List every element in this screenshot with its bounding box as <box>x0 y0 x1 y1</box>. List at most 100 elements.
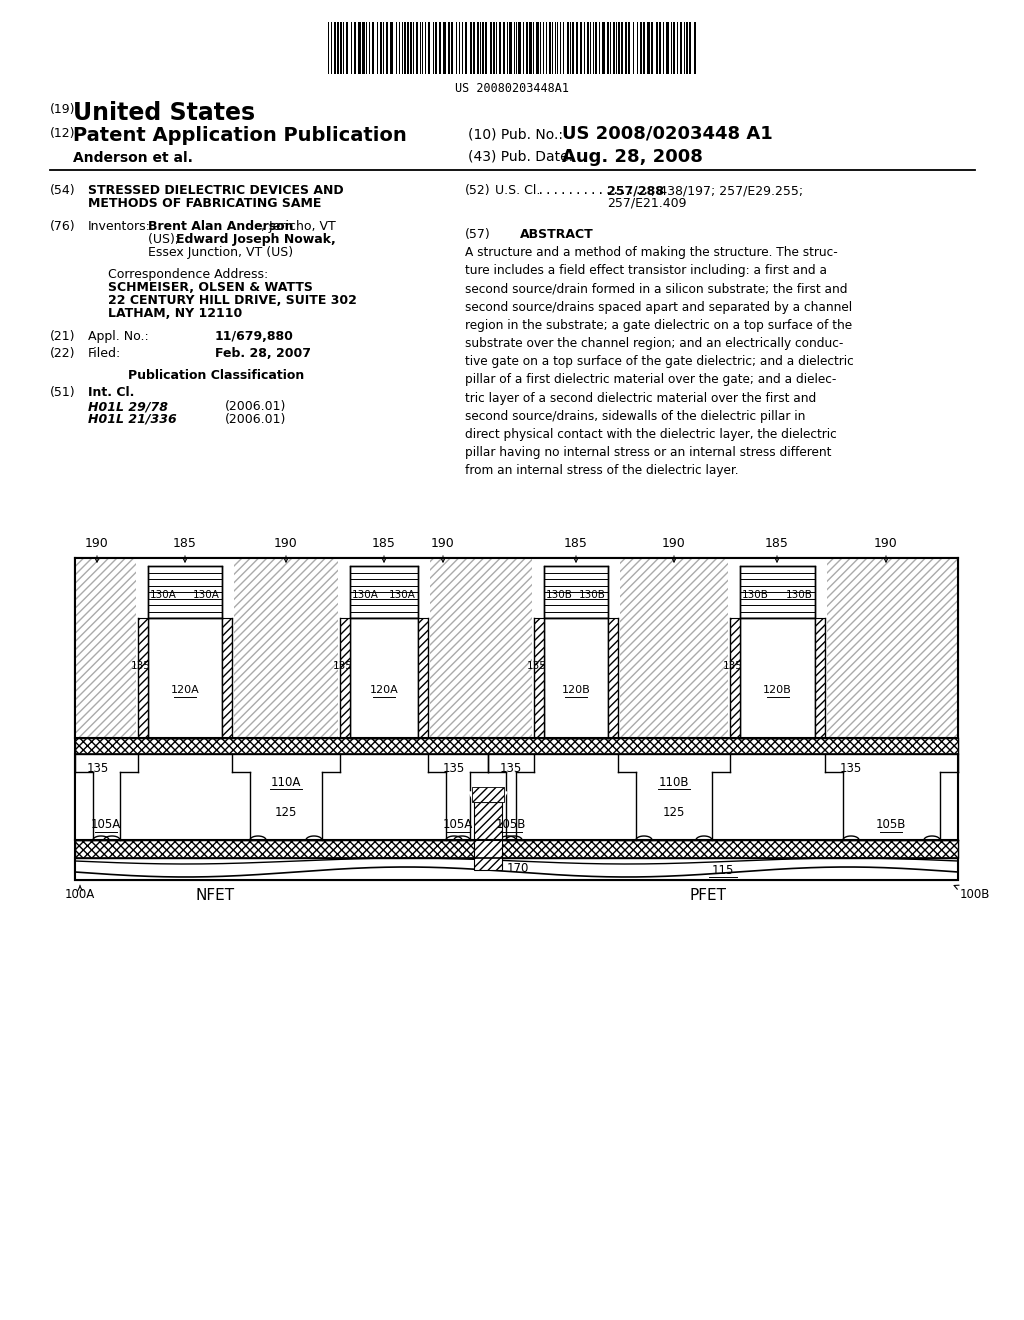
Bar <box>509 22 512 74</box>
Bar <box>671 22 672 74</box>
Bar <box>815 618 825 738</box>
Bar <box>525 22 527 74</box>
Bar <box>572 22 574 74</box>
Text: 130A: 130A <box>352 590 379 599</box>
Bar <box>331 22 333 74</box>
Bar <box>383 22 384 74</box>
Bar <box>673 22 675 74</box>
Text: ................: ................ <box>537 183 657 197</box>
Text: 120B: 120B <box>763 685 792 696</box>
Text: 185: 185 <box>173 537 197 550</box>
Bar <box>663 22 665 74</box>
Bar <box>462 22 464 74</box>
Text: ; 438/197; 257/E29.255;: ; 438/197; 257/E29.255; <box>651 183 803 197</box>
Bar <box>497 22 498 74</box>
Bar <box>335 22 336 74</box>
Bar <box>459 22 460 74</box>
Text: 105A: 105A <box>91 818 121 832</box>
Text: (43) Pub. Date:: (43) Pub. Date: <box>468 150 573 164</box>
Bar <box>516 22 517 74</box>
Text: 11/679,880: 11/679,880 <box>215 330 294 343</box>
Bar <box>633 22 634 74</box>
Bar <box>395 22 396 74</box>
Text: 170: 170 <box>507 862 529 874</box>
Text: 105A: 105A <box>442 818 473 832</box>
Text: 190: 190 <box>663 537 686 550</box>
Text: 120B: 120B <box>561 685 591 696</box>
Text: 135: 135 <box>527 661 547 671</box>
Text: 100B: 100B <box>954 886 990 902</box>
Text: H01L 21/336: H01L 21/336 <box>88 413 177 426</box>
Text: 130A: 130A <box>194 590 220 599</box>
Bar <box>689 22 691 74</box>
Bar <box>350 22 352 74</box>
Bar <box>372 22 374 74</box>
Bar <box>380 22 382 74</box>
Text: (2006.01): (2006.01) <box>225 400 287 413</box>
Text: 185: 185 <box>765 537 788 550</box>
Text: (57): (57) <box>465 228 490 242</box>
Bar <box>607 22 609 74</box>
Bar <box>389 22 392 74</box>
Text: METHODS OF FABRICATING SAME: METHODS OF FABRICATING SAME <box>88 197 322 210</box>
Bar <box>480 22 481 74</box>
Bar <box>407 22 409 74</box>
Text: (2006.01): (2006.01) <box>225 413 287 426</box>
Bar <box>740 566 815 618</box>
Bar <box>680 22 682 74</box>
Text: H01L 29/78: H01L 29/78 <box>88 400 168 413</box>
Text: U.S. Cl.: U.S. Cl. <box>495 183 541 197</box>
Bar <box>465 22 467 74</box>
Bar <box>377 22 378 74</box>
Bar <box>148 566 222 618</box>
Bar <box>608 618 618 738</box>
Text: ABSTRACT: ABSTRACT <box>520 228 594 242</box>
Bar <box>136 558 234 738</box>
Bar <box>75 840 958 858</box>
Bar <box>580 22 582 74</box>
Text: 105B: 105B <box>876 818 906 832</box>
Bar <box>529 22 532 74</box>
Text: (76): (76) <box>50 220 76 234</box>
Bar <box>618 22 620 74</box>
Bar <box>637 22 638 74</box>
Text: , Jericho, VT: , Jericho, VT <box>261 220 336 234</box>
Bar <box>75 558 958 738</box>
Bar <box>622 22 624 74</box>
Text: (51): (51) <box>50 385 76 399</box>
Text: (12): (12) <box>50 127 76 140</box>
Bar <box>557 22 558 74</box>
Text: 125: 125 <box>663 805 685 818</box>
Bar <box>628 22 630 74</box>
Bar <box>646 22 649 74</box>
Bar <box>473 22 475 74</box>
Text: Feb. 28, 2007: Feb. 28, 2007 <box>215 347 311 360</box>
Bar <box>534 618 544 738</box>
Bar <box>386 22 388 74</box>
Bar <box>730 618 740 738</box>
Text: 135: 135 <box>723 661 743 671</box>
Bar <box>507 22 508 74</box>
Bar <box>534 22 535 74</box>
Bar <box>474 803 502 870</box>
Bar <box>610 22 611 74</box>
Bar <box>500 22 501 74</box>
Bar <box>540 22 541 74</box>
Bar <box>560 22 561 74</box>
Bar <box>643 22 644 74</box>
Text: 120A: 120A <box>171 685 200 696</box>
Text: LATHAM, NY 12110: LATHAM, NY 12110 <box>108 308 243 319</box>
Text: 130B: 130B <box>786 590 813 599</box>
Bar <box>328 22 329 74</box>
Bar <box>343 22 344 74</box>
Text: 190: 190 <box>874 537 898 550</box>
Bar <box>420 22 421 74</box>
Text: 105B: 105B <box>496 818 526 832</box>
Text: PFET: PFET <box>689 887 726 903</box>
Text: 257/288: 257/288 <box>607 183 664 197</box>
Text: 135: 135 <box>443 762 465 775</box>
Text: 110A: 110A <box>270 776 301 788</box>
Bar <box>544 566 608 618</box>
Bar <box>536 22 539 74</box>
Bar <box>522 22 524 74</box>
